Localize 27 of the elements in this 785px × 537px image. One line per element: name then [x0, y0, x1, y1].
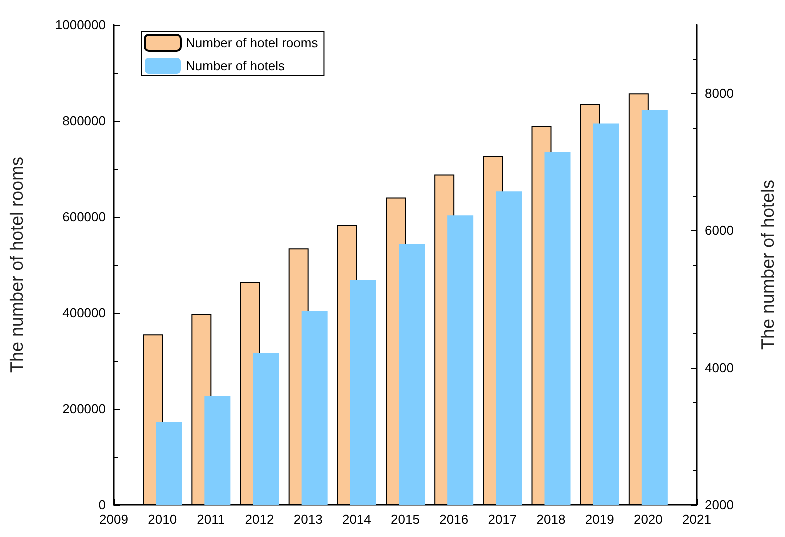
x-tick-label: 2020 — [634, 512, 663, 527]
y-tick-label: 0 — [98, 498, 106, 512]
x-tick-label: 2017 — [488, 512, 518, 527]
x-tick-label: 2021 — [682, 512, 712, 527]
x-tick-label: 2015 — [391, 512, 420, 527]
x-tick-label: 2018 — [536, 512, 566, 527]
x-tick-label: 2016 — [440, 512, 469, 527]
y2-tick-label: 8000 — [705, 86, 734, 102]
y-axis-title: The number of hotel rooms — [7, 156, 27, 374]
y-tick-label: 1000000 — [55, 18, 106, 32]
x-tick-label: 2019 — [585, 512, 614, 527]
y-tick-label: 800000 — [62, 114, 106, 128]
legend-label: Number of hotels — [186, 58, 286, 74]
legend-label: Number of hotel rooms — [186, 36, 319, 50]
x-tick-label: 2009 — [100, 512, 128, 527]
x-tick-label: 2014 — [342, 512, 372, 527]
y2-tick-label: 2000 — [705, 498, 734, 512]
x-tick-label: 2012 — [245, 512, 274, 527]
y-tick-label: 600000 — [62, 210, 106, 224]
y2-tick-label: 4000 — [705, 360, 734, 376]
x-tick-label: 2010 — [148, 512, 178, 527]
y-tick-label: 400000 — [62, 306, 106, 320]
y-tick-label: 200000 — [62, 402, 106, 416]
x-tick-label: 2013 — [294, 512, 323, 527]
x-tick-label: 2011 — [197, 512, 226, 527]
y2-axis-title: The number of hotels — [758, 180, 778, 350]
y2-tick-label: 6000 — [705, 223, 734, 238]
